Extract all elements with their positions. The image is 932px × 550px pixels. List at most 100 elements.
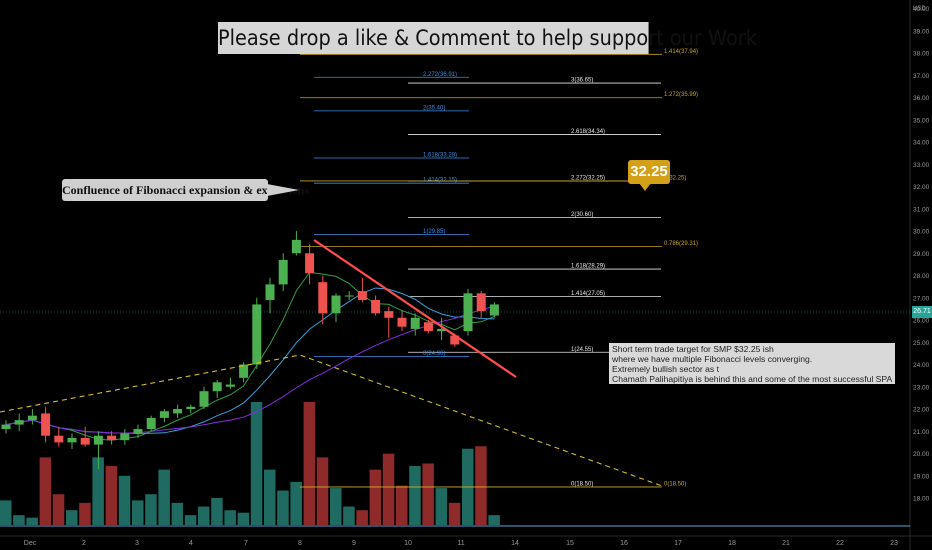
volume-bar xyxy=(66,510,78,525)
volume-bar xyxy=(409,465,421,525)
callout-arrow-icon xyxy=(267,184,299,196)
moving-average-line xyxy=(5,287,495,434)
candle-body xyxy=(27,415,37,421)
volume-bar xyxy=(277,490,289,525)
y-tick-label: 37.00 xyxy=(913,73,930,80)
candle-body xyxy=(186,406,196,409)
fib-level-label: 2(35.40) xyxy=(423,105,445,111)
x-tick-label: 8 xyxy=(298,540,302,547)
x-tick-label: 9 xyxy=(352,540,356,547)
x-tick-label: 3 xyxy=(135,540,139,547)
candle-body xyxy=(450,335,460,345)
x-tick-label: 14 xyxy=(511,540,519,547)
volume-bar xyxy=(118,475,131,525)
target-price-tag: 32.25 xyxy=(628,160,670,184)
candle-body xyxy=(252,304,262,365)
volume-bar xyxy=(79,502,91,525)
candle-body xyxy=(437,328,447,332)
y-tick-label: 33.00 xyxy=(913,162,930,169)
note-line: where we have multiple Fibonacci levels … xyxy=(612,354,813,364)
x-tick-label: 21 xyxy=(782,540,790,547)
x-tick-label: 17 xyxy=(674,540,682,547)
y-tick-label: 27.00 xyxy=(913,295,930,302)
volume-bar xyxy=(356,510,368,525)
volume-bar xyxy=(184,515,197,525)
candle-body xyxy=(305,253,315,274)
candle-body xyxy=(173,409,183,414)
volume-bar xyxy=(171,502,184,525)
candle-body xyxy=(371,299,381,314)
fib-level-label: 1.618(33.28) xyxy=(423,153,457,159)
fib-level-label: 1.414(27.05) xyxy=(571,291,605,297)
x-tick-label: 23 xyxy=(890,540,898,547)
volume-bar xyxy=(237,512,250,525)
candle-body xyxy=(423,322,433,332)
fib-level-label: 1.414(37.94) xyxy=(664,49,698,55)
last-price-label: 26.71 xyxy=(912,306,932,318)
fib-level-label: 1(32.25) xyxy=(664,175,686,181)
x-tick-label: 22 xyxy=(836,540,844,547)
x-tick-label: 10 xyxy=(404,540,412,547)
y-tick-label: 31.00 xyxy=(913,206,930,213)
volume-bar xyxy=(145,494,157,525)
volume-bar xyxy=(330,488,342,525)
candle-body xyxy=(476,293,486,312)
candle-body xyxy=(278,259,288,285)
fib-level-label: 1.272(35.99) xyxy=(664,92,698,98)
x-tick-label: 15 xyxy=(566,540,574,547)
volume-bar xyxy=(105,465,118,525)
y-tick-label: 36.00 xyxy=(913,95,930,102)
note-line: Short term trade target for SMP $32.25 i… xyxy=(612,344,774,354)
y-tick-label: 30.00 xyxy=(913,229,930,236)
fibonacci-callout: Confluence of Fibonacci expansion & exte… xyxy=(62,179,309,201)
y-tick-label: 21.00 xyxy=(913,429,930,436)
fib-level-label: 0(18.50) xyxy=(571,481,593,487)
candle-body xyxy=(265,284,275,300)
fib-level-label: 0.786(29.31) xyxy=(664,241,698,247)
candle-body xyxy=(80,437,90,445)
volume-bar xyxy=(290,481,302,525)
candle-body xyxy=(331,295,341,314)
fib-level-label: 2(30.60) xyxy=(571,212,593,218)
volume-bar xyxy=(13,515,25,525)
x-tick-label: 16 xyxy=(620,540,628,547)
y-tick-label: 18.00 xyxy=(913,496,930,503)
volume-bar xyxy=(316,457,329,525)
volume-bar xyxy=(0,500,12,525)
candle-body xyxy=(1,424,11,430)
candle-body xyxy=(357,291,367,300)
x-tick-label: 2 xyxy=(82,540,86,547)
y-tick-label: 39.00 xyxy=(913,28,930,35)
fib-level-label: 1.618(28.29) xyxy=(571,264,605,270)
candle-body xyxy=(212,382,222,392)
x-tick-label: 7 xyxy=(244,540,248,547)
fib-level-label: 1(29.85) xyxy=(423,229,445,235)
volume-bar xyxy=(369,469,382,525)
volume-bar xyxy=(435,488,448,525)
y-tick-label: 26.00 xyxy=(913,318,930,325)
volume-bar xyxy=(250,402,263,525)
y-tick-label: 34.00 xyxy=(913,140,930,147)
candle-body xyxy=(384,311,394,318)
candle-body xyxy=(159,411,169,418)
volume-bar xyxy=(211,497,223,525)
volume-bar xyxy=(52,494,65,525)
y-tick-label: 32.00 xyxy=(913,184,930,191)
candle-body xyxy=(133,429,143,434)
candle-body xyxy=(291,239,301,254)
candle-body xyxy=(93,435,103,445)
candle-body xyxy=(489,304,499,316)
x-tick-label: Dec xyxy=(24,540,37,547)
x-tick-label: 18 xyxy=(728,540,736,547)
volume-bar xyxy=(382,453,395,525)
y-tick-label: 20.00 xyxy=(913,451,930,458)
candle-body xyxy=(199,391,209,407)
y-tick-label: 40.00 xyxy=(913,6,930,13)
candle-body xyxy=(67,437,77,443)
fib-level-label: 1(24.55) xyxy=(571,347,593,353)
volume-bar xyxy=(343,506,355,525)
candle-body xyxy=(225,384,235,387)
x-tick-label: 11 xyxy=(457,540,464,547)
candle-body xyxy=(410,317,420,329)
